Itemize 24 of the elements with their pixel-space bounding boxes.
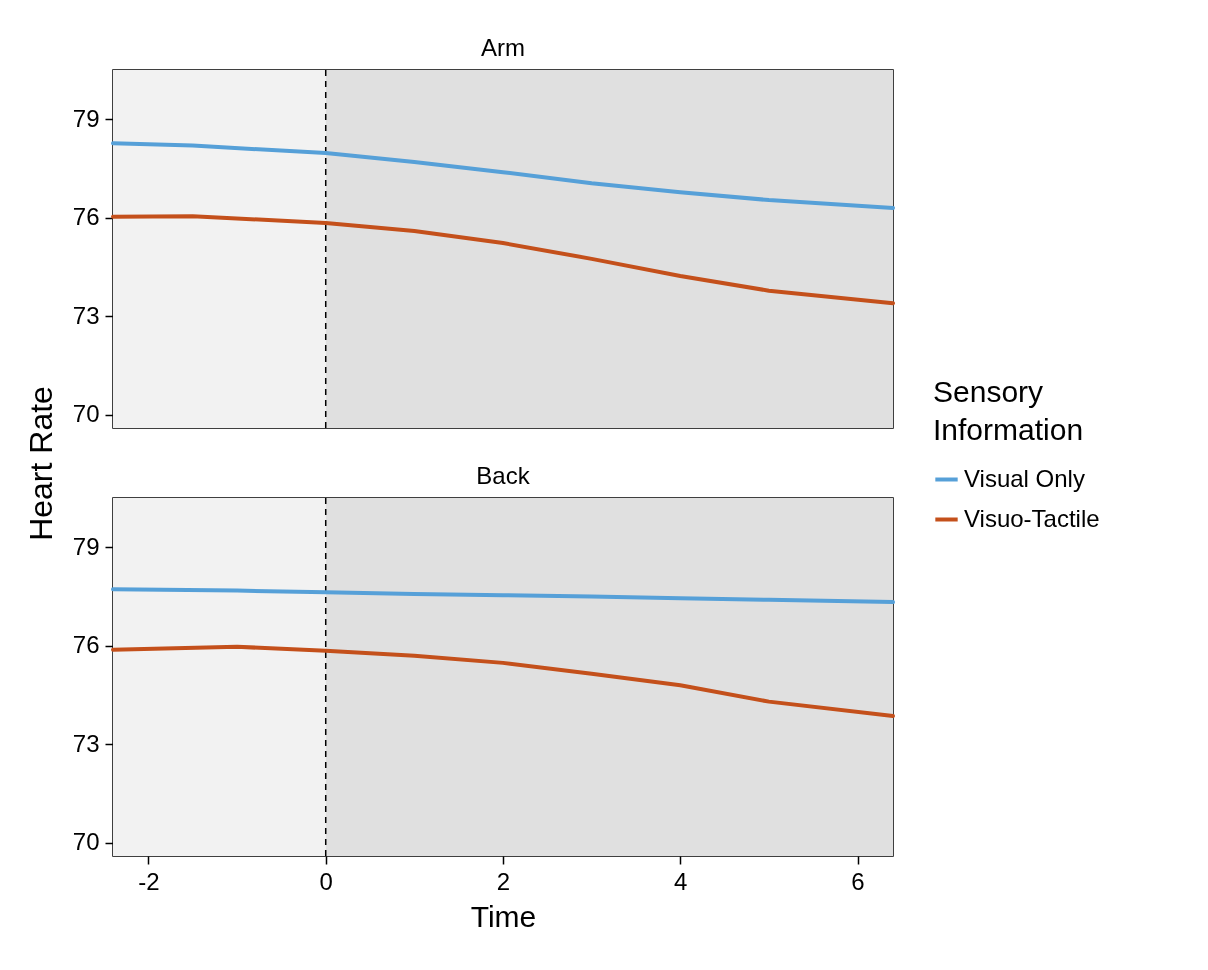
x-tick-label: -2 xyxy=(138,867,160,895)
x-axis-title: Time xyxy=(470,899,537,933)
line-series xyxy=(111,587,895,605)
x-tick-label: 4 xyxy=(674,867,688,895)
y-tick-label: 76 xyxy=(72,631,100,659)
legend-label: Visuo-Tactile xyxy=(964,504,1100,532)
x-tick-label: 2 xyxy=(496,867,511,895)
y-tick-label: 73 xyxy=(72,729,100,757)
x-tick-label: 0 xyxy=(319,867,333,895)
legend-title: Sensory Information xyxy=(933,375,1084,446)
y-tick-label: 70 xyxy=(72,400,100,428)
y-axis-title: Heart Rate xyxy=(22,386,59,541)
x-tick-label: 6 xyxy=(851,867,865,895)
y-tick-label: 76 xyxy=(72,203,100,231)
line-series xyxy=(111,141,895,210)
chart-title: Back xyxy=(476,462,531,490)
line-series xyxy=(111,644,895,719)
y-tick-label: 70 xyxy=(72,828,100,856)
legend-label: Visual Only xyxy=(964,464,1085,492)
y-tick-label: 79 xyxy=(72,532,100,560)
line-series xyxy=(111,214,895,306)
y-tick-label: 73 xyxy=(72,301,100,329)
chart-title: Arm xyxy=(481,34,525,62)
y-tick-label: 79 xyxy=(72,104,100,132)
